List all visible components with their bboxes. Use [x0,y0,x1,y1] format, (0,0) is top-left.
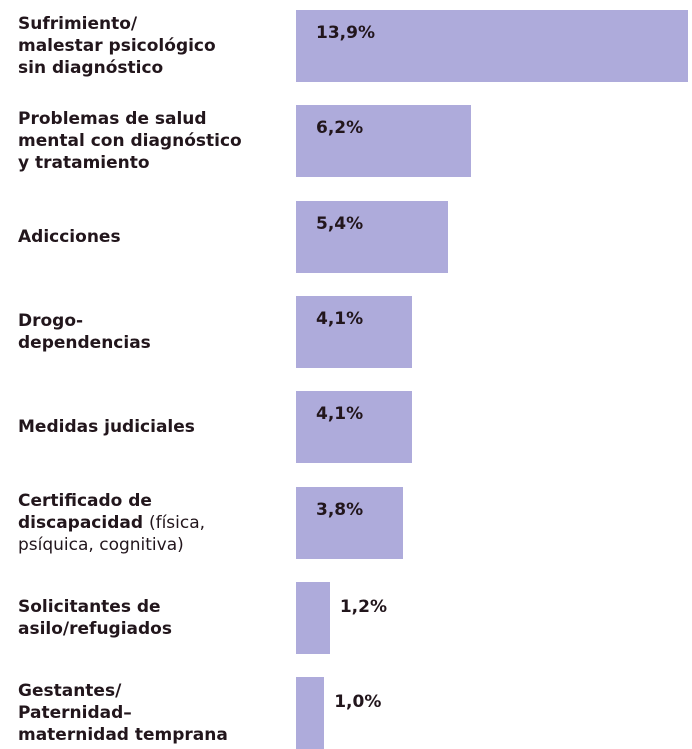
category-text: Problemas de salud mental con diagnóstic… [18,109,242,174]
category-text: Solicitantes de asilo/refugiados [18,596,172,639]
category-label: Certificado de discapacidad (física, psí… [18,490,288,556]
category-text: Gestantes/ Paternidad– maternidad tempra… [18,681,228,746]
category-label: Drogo- dependencias [18,310,288,354]
category-label: Problemas de salud mental con diagnóstic… [18,108,288,174]
bar [296,10,689,82]
category-note: (física, psíquica, cognitiva) [18,512,206,555]
category-text: Certificado de discapacidad [18,490,152,533]
category-text: Adicciones [18,226,121,247]
category-label: Medidas judiciales [18,416,288,438]
value-label: 5,4% [316,213,364,234]
bar [296,200,449,273]
bar [296,295,412,368]
category-label: Sufrimiento/ malestar psicológico sin di… [18,13,288,79]
value-label: 1,0% [334,692,382,713]
category-label: Adicciones [18,226,288,248]
category-text: Medidas judiciales [18,417,195,438]
category-text: Drogo- dependencias [18,310,151,353]
value-label: 4,1% [316,404,364,425]
bar [296,677,325,749]
bar [296,391,412,464]
bar [296,486,404,559]
value-label: 1,2% [339,596,387,617]
value-label: 3,8% [316,499,364,520]
category-label: Gestantes/ Paternidad– maternidad tempra… [18,680,288,746]
category-label: Solicitantes de asilo/refugiados [18,596,288,640]
category-text: Sufrimiento/ malestar psicológico sin di… [18,14,216,78]
bar [296,581,330,654]
value-label: 6,2% [316,118,364,139]
bar [296,105,471,178]
value-label: 4,1% [316,308,364,329]
value-label: 13,9% [316,23,375,43]
